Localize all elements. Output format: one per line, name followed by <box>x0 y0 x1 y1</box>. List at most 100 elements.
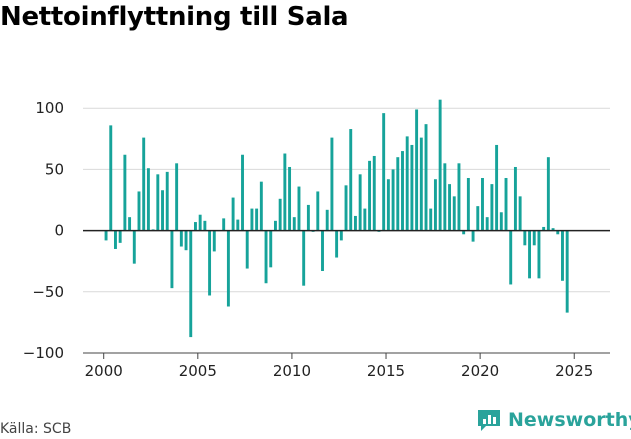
axes: 100 50 0 −50 −100 2000 2005 2010 2015 2020 2025 <box>23 99 610 380</box>
bar <box>339 230 343 241</box>
bars <box>104 99 569 338</box>
bar <box>546 157 550 231</box>
bar <box>368 160 372 231</box>
bar <box>551 228 555 231</box>
bar-chart: 100 50 0 −50 −100 2000 2005 2010 2015 2020 2025 <box>23 99 610 380</box>
chart-title: Nettoinflyttning till Sala <box>0 2 349 32</box>
bar <box>537 230 541 279</box>
bar <box>542 226 546 231</box>
bar <box>382 113 386 231</box>
bar <box>462 230 466 235</box>
bar <box>250 208 254 231</box>
bar <box>401 151 404 231</box>
bar <box>325 209 329 231</box>
bar <box>236 219 240 231</box>
bar <box>170 230 174 289</box>
bar <box>128 217 132 231</box>
bar <box>203 220 207 231</box>
bar <box>231 197 235 231</box>
x-tick-label: 2005 <box>179 362 217 380</box>
bar <box>372 155 376 231</box>
y-tick-label: −50 <box>32 283 64 301</box>
y-tick-label: 50 <box>45 160 64 178</box>
bar <box>302 230 306 286</box>
bar <box>561 230 564 281</box>
bar <box>490 184 494 231</box>
y-tick-label: 0 <box>54 222 64 240</box>
bar <box>438 99 442 231</box>
bar <box>273 220 277 231</box>
bar <box>481 177 484 231</box>
bar <box>208 230 212 296</box>
bar <box>419 137 423 231</box>
bar <box>349 129 353 231</box>
bar <box>391 169 395 231</box>
source-label: Källa: SCB <box>0 421 72 437</box>
bar <box>316 191 320 231</box>
bar <box>283 153 287 231</box>
bar <box>499 212 503 231</box>
bar <box>556 230 560 235</box>
bar <box>114 230 117 249</box>
bar <box>405 136 409 231</box>
bar <box>443 163 447 231</box>
bar <box>193 222 197 231</box>
bar <box>226 230 230 307</box>
bar <box>292 217 296 231</box>
bar <box>509 230 513 285</box>
bar <box>259 181 263 231</box>
bar <box>396 157 400 231</box>
bar <box>452 196 456 231</box>
bar <box>471 230 475 242</box>
bar <box>241 154 244 231</box>
bar <box>476 206 480 231</box>
bar <box>363 208 367 231</box>
y-tick-label: −100 <box>23 344 64 362</box>
bar <box>269 230 273 268</box>
bar <box>358 174 362 231</box>
brand-logo: Newsworthy <box>476 408 631 432</box>
bar <box>532 230 536 246</box>
brand-name: Newsworthy <box>508 409 631 431</box>
newsworthy-logo-icon <box>478 410 500 431</box>
bar <box>104 230 108 241</box>
bar <box>245 230 249 269</box>
bar <box>118 230 122 243</box>
bar <box>198 214 202 231</box>
bar <box>330 137 334 231</box>
x-tick-label: 2015 <box>367 362 405 380</box>
bar <box>353 215 357 231</box>
bar <box>429 208 433 231</box>
bar <box>161 190 164 231</box>
bar <box>321 230 324 272</box>
bar <box>184 230 188 251</box>
bar <box>457 163 461 231</box>
x-tick-label: 2020 <box>461 362 499 380</box>
bar <box>513 166 517 231</box>
bar <box>424 124 428 231</box>
bar <box>146 168 150 231</box>
bar <box>137 191 141 231</box>
bar <box>448 184 452 231</box>
bar <box>212 230 216 252</box>
bar <box>222 218 226 231</box>
bar <box>495 144 499 231</box>
bar <box>132 230 136 264</box>
y-tick-label: 100 <box>35 99 64 117</box>
bar <box>466 177 470 231</box>
bar <box>306 204 310 231</box>
bar <box>410 144 414 231</box>
bar <box>278 198 282 231</box>
bar <box>565 230 569 313</box>
bar <box>123 154 127 231</box>
x-tick-label: 2025 <box>555 362 593 380</box>
bar <box>528 230 531 279</box>
bar <box>189 230 193 338</box>
bar <box>264 230 268 284</box>
bar <box>433 179 437 231</box>
bar <box>255 208 259 231</box>
bar <box>165 171 169 231</box>
bar <box>109 125 113 231</box>
x-tick-label: 2000 <box>85 362 123 380</box>
bar <box>156 174 160 231</box>
